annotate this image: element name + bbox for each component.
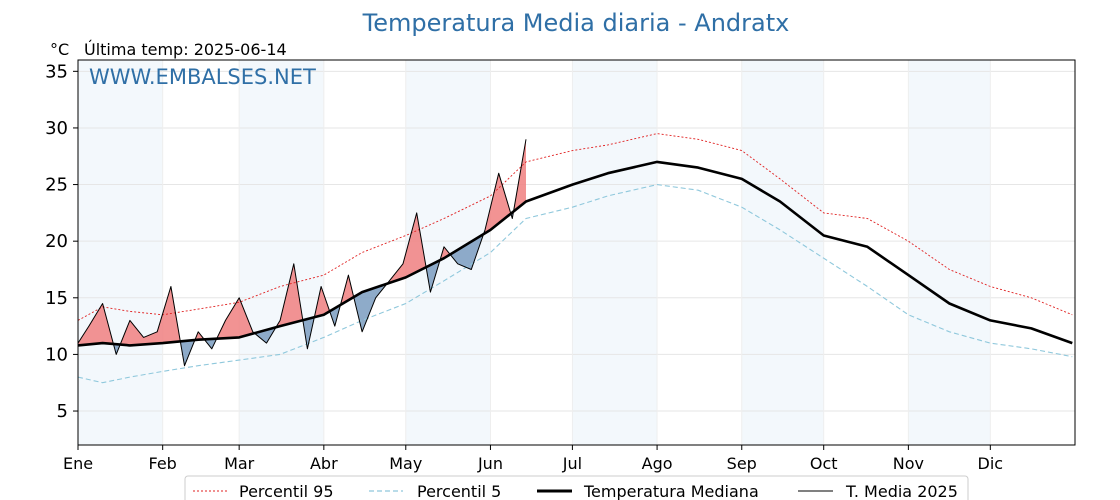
x-axis: Ene Feb Mar Abr May Jun Jul Ago Sep Oct Nov Dic — [63, 445, 1003, 473]
series-percentil-95 — [77, 133, 1073, 321]
x-tick-label: Feb — [149, 454, 177, 473]
legend: Percentil 95 Percentil 5 Temperatura Med… — [184, 475, 969, 500]
y-tick-label: 25 — [45, 175, 68, 196]
fill-above-median — [387, 212, 427, 284]
chart-title: Temperatura Media diaria - Andratx — [362, 9, 790, 37]
y-tick-label: 10 — [45, 344, 68, 365]
series-percentil-5 — [77, 184, 1073, 384]
fill-below-median — [353, 283, 388, 332]
x-tick-label: Nov — [893, 454, 924, 473]
y-tick-label: 20 — [45, 231, 68, 252]
month-band-Mar — [239, 60, 324, 445]
month-band-Nov — [908, 60, 991, 445]
y-tick-label: 5 — [57, 401, 68, 422]
x-tick-label: Jul — [562, 454, 582, 473]
x-tick-label: Jun — [477, 454, 503, 473]
fill-above-median — [276, 263, 304, 328]
legend-label-median: Temperatura Mediana — [583, 482, 759, 500]
fill-above-median — [315, 286, 330, 318]
month-bands — [78, 60, 991, 445]
fill-below-median — [330, 303, 341, 327]
x-tick-label: Sep — [727, 454, 757, 473]
x-tick-label: Ago — [642, 454, 673, 473]
fill-below-median — [450, 233, 484, 270]
month-band-Sep — [741, 60, 824, 445]
y-tick-label: 35 — [45, 61, 68, 82]
plot-frame — [77, 59, 1076, 446]
x-tick-label: Abr — [310, 454, 338, 473]
y-tick-label: 30 — [45, 118, 68, 139]
fill-above-median — [340, 275, 354, 305]
legend-label-p95: Percentil 95 — [239, 482, 334, 500]
fill-above-median — [78, 303, 114, 346]
grid — [77, 60, 1075, 445]
legend-box — [184, 475, 969, 500]
fill-below-median — [180, 338, 196, 366]
month-band-Jul — [572, 60, 658, 445]
series-temperatura-mediana — [77, 160, 1073, 347]
x-tick-label: Oct — [810, 454, 838, 473]
series-lines — [77, 133, 1073, 384]
fill-above-median — [440, 246, 451, 260]
fill-below-median — [113, 344, 121, 355]
x-tick-label: Dic — [978, 454, 1004, 473]
x-tick-label: Ene — [63, 454, 93, 473]
last-temp-label: Última temp: 2025-06-14 — [84, 40, 287, 59]
month-band-Ene — [78, 60, 163, 445]
legend-label-p5: Percentil 5 — [417, 482, 501, 500]
fill-above-median — [217, 297, 255, 339]
fill-above-median — [120, 286, 181, 346]
fill-below-median — [254, 327, 276, 344]
y-axis: 5 10 15 20 25 30 35 — [45, 61, 78, 422]
x-tick-label: Mar — [224, 454, 255, 473]
unit-label: °C — [50, 40, 69, 59]
series-t-media-2025 — [77, 139, 527, 367]
x-tick-label: May — [389, 454, 422, 473]
watermark: WWW.EMBALSES.NET — [89, 65, 316, 89]
legend-label-current: T. Media 2025 — [845, 482, 958, 500]
y-tick-label: 15 — [45, 288, 68, 309]
